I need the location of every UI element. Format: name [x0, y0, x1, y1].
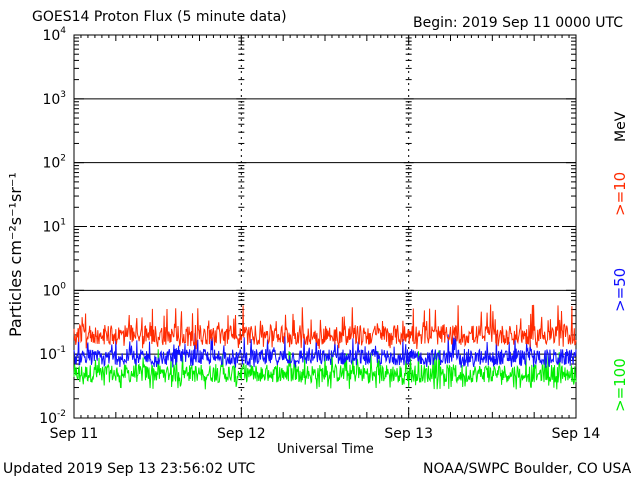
series-line — [73, 304, 577, 350]
begin-time: Begin: 2019 Sep 11 0000 UTC — [413, 15, 624, 31]
x-tick-label: Sep 14 — [552, 426, 601, 442]
x-tick-label: Sep 13 — [384, 426, 433, 442]
y-axis-label: Particles cm⁻²s⁻¹sr⁻¹ — [6, 172, 25, 337]
x-tick-label: Sep 12 — [217, 426, 266, 442]
y-tick-label: 10-2 — [39, 409, 66, 427]
legend-label: >=10 — [611, 172, 629, 216]
x-axis-label: Universal Time — [277, 442, 374, 457]
y-tick-label: 103 — [42, 90, 66, 108]
y-tick-label: 102 — [42, 154, 66, 172]
footer-updated: Updated 2019 Sep 13 23:56:02 UTC — [3, 461, 256, 477]
chart-title: GOES14 Proton Flux (5 minute data) — [32, 9, 287, 25]
x-tick-label: Sep 11 — [50, 426, 99, 442]
y-tick-label: 101 — [42, 218, 66, 236]
legend-label: >=50 — [611, 268, 629, 312]
legend-unit-label: MeV — [613, 111, 629, 142]
y-tick-label: 104 — [42, 26, 66, 44]
legend-label: >=100 — [611, 358, 629, 412]
series-line — [73, 332, 577, 368]
y-tick-label: 100 — [42, 281, 66, 299]
footer-source: NOAA/SWPC Boulder, CO USA — [423, 461, 632, 477]
y-tick-label: 10-1 — [39, 345, 66, 363]
